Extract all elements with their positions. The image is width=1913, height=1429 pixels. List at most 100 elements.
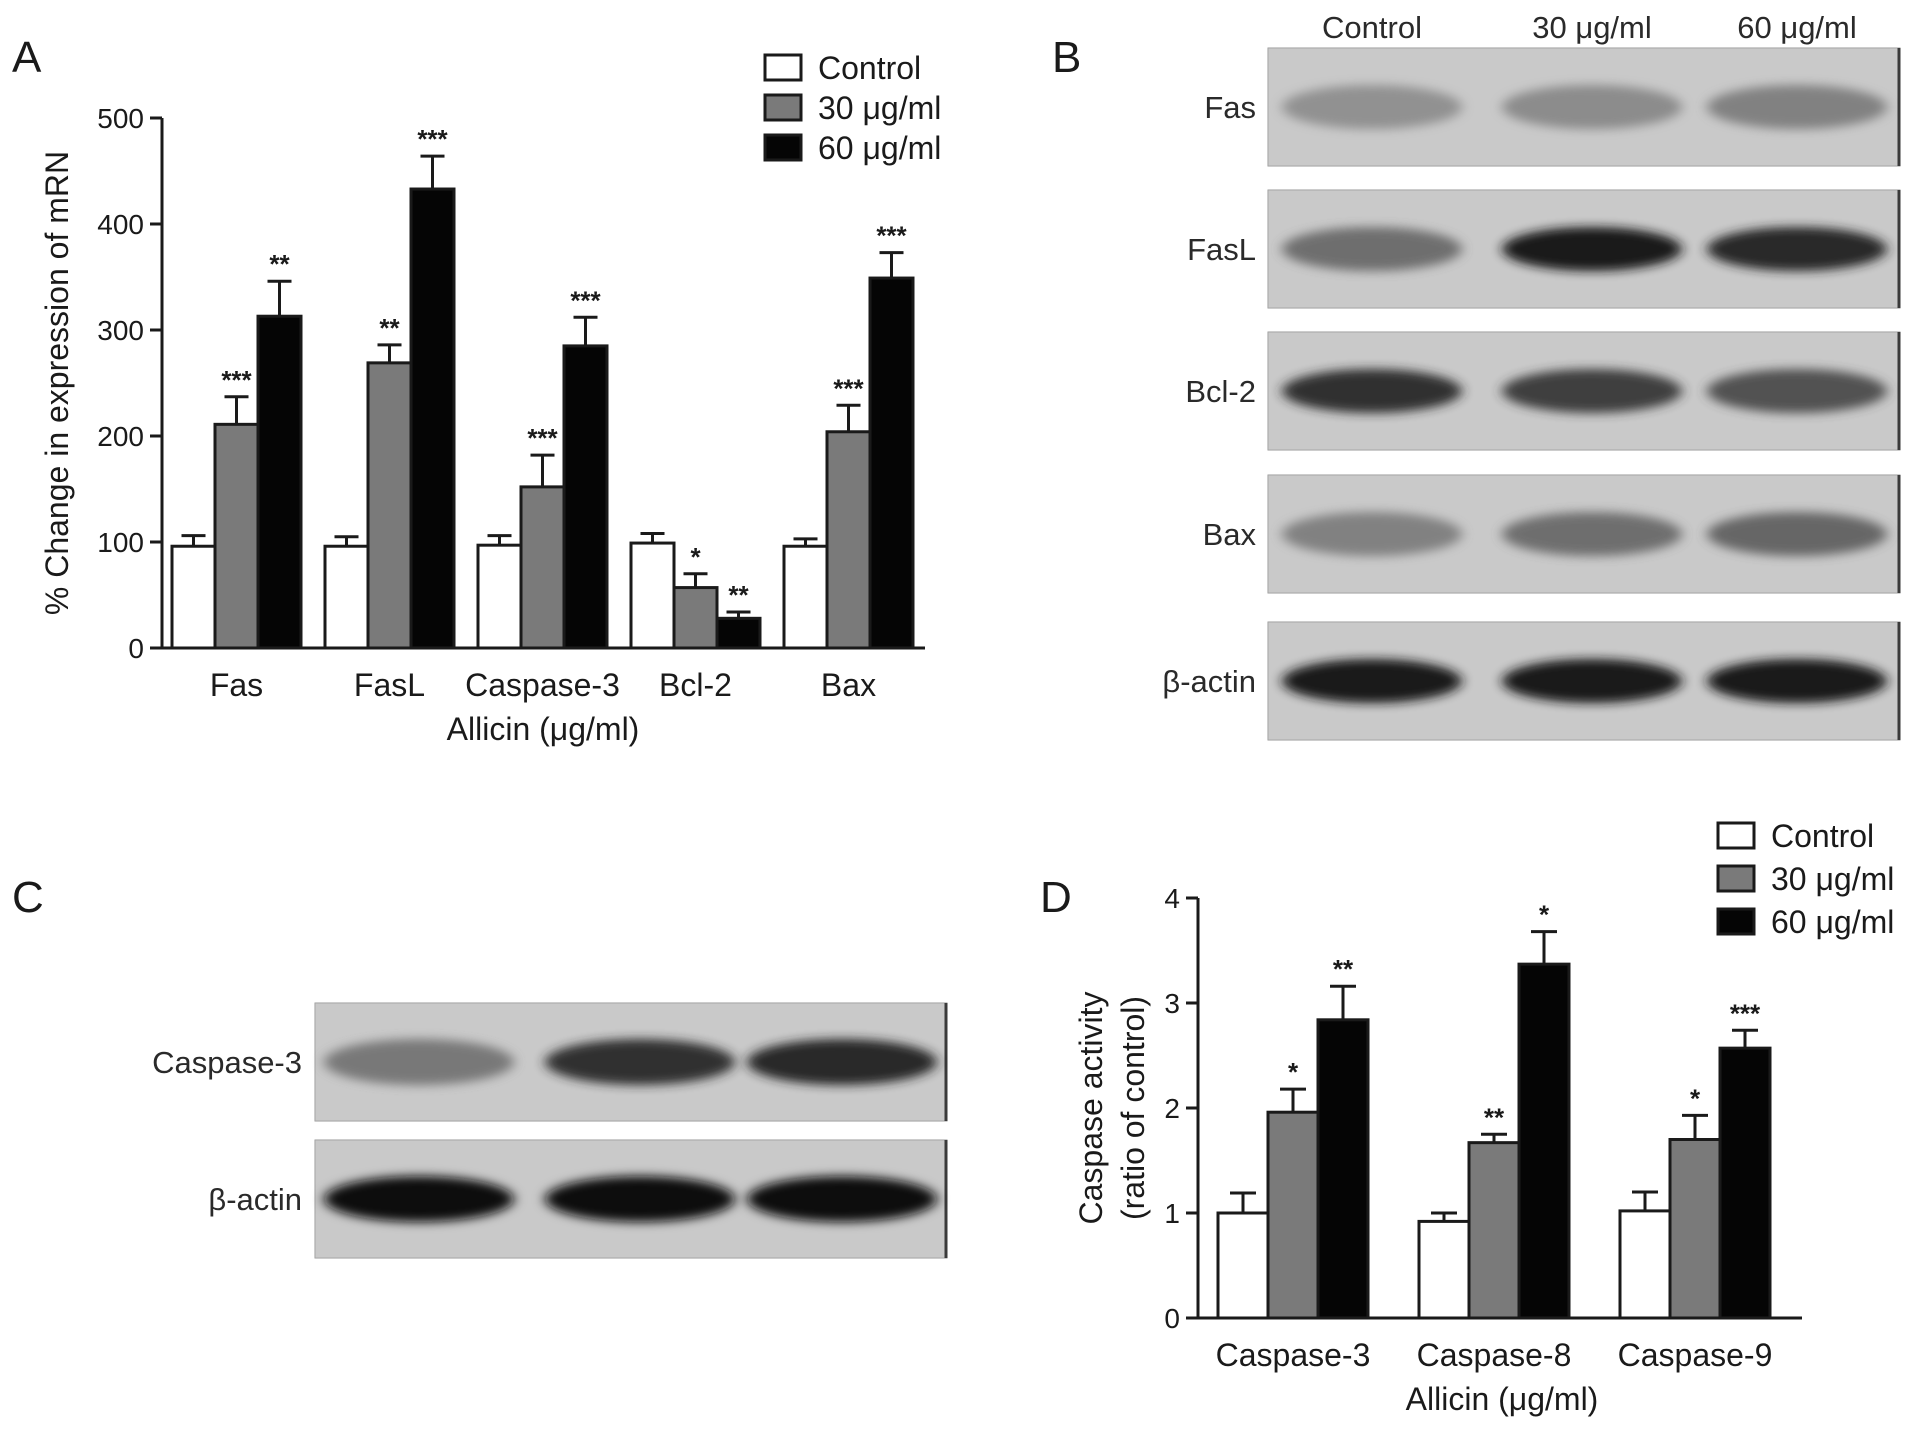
legend-a-30: 30 μg/ml xyxy=(818,90,941,126)
chart-d-x-label: Allicin (μg/ml) xyxy=(1406,1381,1599,1417)
y-tick-label: 1 xyxy=(1164,1198,1180,1229)
significance-label: ** xyxy=(1484,1102,1505,1132)
blot-b-band xyxy=(1707,512,1887,556)
y-tick-label: 2 xyxy=(1164,1093,1180,1124)
y-tick-label: 500 xyxy=(97,103,144,134)
blot-b-row-label: β-actin xyxy=(1162,664,1256,699)
bar xyxy=(1417,1219,1471,1320)
bar xyxy=(170,544,217,650)
legend-d-30: 30 μg/ml xyxy=(1771,861,1894,897)
chart-a-legend: Control 30 μg/ml 60 μg/ml xyxy=(763,50,941,166)
significance-label: ** xyxy=(379,313,400,343)
blot-b-band xyxy=(1282,659,1462,703)
blot-b-band xyxy=(1707,227,1887,271)
bar xyxy=(629,541,676,650)
legend-a-control: Control xyxy=(818,50,921,86)
legend-d-swatch-control xyxy=(1716,821,1756,850)
panel-letter-d: D xyxy=(1040,873,1072,922)
bar xyxy=(213,422,260,650)
y-tick-label: 100 xyxy=(97,527,144,558)
legend-d-swatch-60 xyxy=(1716,907,1756,936)
bar xyxy=(1316,1018,1370,1320)
significance-label: *** xyxy=(221,365,252,395)
legend-a-swatch-30 xyxy=(763,93,803,122)
category-label: Bcl-2 xyxy=(659,667,732,703)
panel-letter-a: A xyxy=(12,33,42,82)
chart-a-categories: Fas FasL Caspase-3 Bcl-2 Bax xyxy=(210,667,876,703)
bar xyxy=(672,586,719,650)
category-label: Fas xyxy=(210,667,263,703)
legend-d-control: Control xyxy=(1771,818,1874,854)
blot-b-lane-control: Control xyxy=(1322,10,1422,45)
blot-b-band xyxy=(1502,85,1682,129)
blot-b-band xyxy=(1282,369,1462,413)
y-tick-label: 400 xyxy=(97,209,144,240)
significance-label: *** xyxy=(417,124,448,154)
y-tick-label: 3 xyxy=(1164,988,1180,1019)
bar xyxy=(1517,962,1571,1320)
blot-b: Control 30 μg/ml 60 μg/ml Fas FasL Bcl-2 Ba… xyxy=(1162,10,1901,741)
significance-label: *** xyxy=(570,285,601,315)
bar xyxy=(562,344,609,650)
bar xyxy=(868,276,915,650)
chart-d-y-label-line1: Caspase activity xyxy=(1073,992,1109,1225)
bar xyxy=(1718,1046,1772,1320)
y-tick-label: 0 xyxy=(128,633,144,664)
category-label: Caspase-3 xyxy=(465,667,620,703)
blot-b-band xyxy=(1282,512,1462,556)
blot-b-row-label: FasL xyxy=(1187,232,1256,267)
bar xyxy=(715,616,762,650)
bar xyxy=(366,361,413,650)
bar xyxy=(1618,1209,1672,1320)
blot-b-band xyxy=(1707,85,1887,129)
blot-b-band xyxy=(1502,227,1682,271)
blot-c-band xyxy=(324,1039,514,1085)
bar xyxy=(323,544,370,650)
significance-label: * xyxy=(1539,900,1550,930)
chart-d-ticks: 0 1 2 3 4 xyxy=(1164,883,1198,1334)
bar xyxy=(782,544,829,650)
blot-c-band xyxy=(747,1039,937,1085)
blot-b-band xyxy=(1502,659,1682,703)
blot-c-row-label: Caspase-3 xyxy=(152,1045,302,1080)
chart-a-y-label: % Change in expression of mRN xyxy=(39,151,75,615)
significance-label: *** xyxy=(527,423,558,453)
chart-a-x-label: Allicin (μg/ml) xyxy=(447,711,640,747)
significance-label: ** xyxy=(728,580,749,610)
category-label: Caspase-3 xyxy=(1216,1337,1371,1373)
category-label: Caspase-8 xyxy=(1417,1337,1572,1373)
y-tick-label: 300 xyxy=(97,315,144,346)
category-label: Caspase-9 xyxy=(1618,1337,1773,1373)
legend-d-swatch-30 xyxy=(1716,864,1756,893)
blot-c-row-label: β-actin xyxy=(208,1182,302,1217)
significance-label: *** xyxy=(1730,998,1761,1028)
legend-a-swatch-60 xyxy=(763,133,803,162)
y-tick-label: 4 xyxy=(1164,883,1180,914)
bar xyxy=(1668,1138,1722,1320)
blot-b-row-label: Fas xyxy=(1204,90,1256,125)
blot-c-band xyxy=(545,1039,735,1085)
chart-d-bars: ********** xyxy=(1216,900,1772,1320)
chart-d-y-label-line2: (ratio of control) xyxy=(1115,996,1151,1220)
significance-label: * xyxy=(690,542,701,572)
bar xyxy=(1266,1110,1320,1320)
significance-label: *** xyxy=(876,221,907,251)
blot-c: Caspase-3 β-actin xyxy=(152,1002,948,1259)
blot-c-band xyxy=(545,1176,735,1222)
bar xyxy=(1216,1211,1270,1320)
panel-letter-b: B xyxy=(1052,33,1081,82)
legend-d-60: 60 μg/ml xyxy=(1771,904,1894,940)
blot-b-band xyxy=(1502,369,1682,413)
category-label: Bax xyxy=(821,667,876,703)
bar xyxy=(1467,1141,1521,1320)
significance-label: ** xyxy=(1333,954,1354,984)
blot-b-band xyxy=(1707,659,1887,703)
blot-b-band xyxy=(1282,85,1462,129)
category-label: FasL xyxy=(354,667,425,703)
significance-label: * xyxy=(1288,1057,1299,1087)
blot-b-row-label: Bax xyxy=(1203,517,1257,552)
significance-label: ** xyxy=(269,249,290,279)
